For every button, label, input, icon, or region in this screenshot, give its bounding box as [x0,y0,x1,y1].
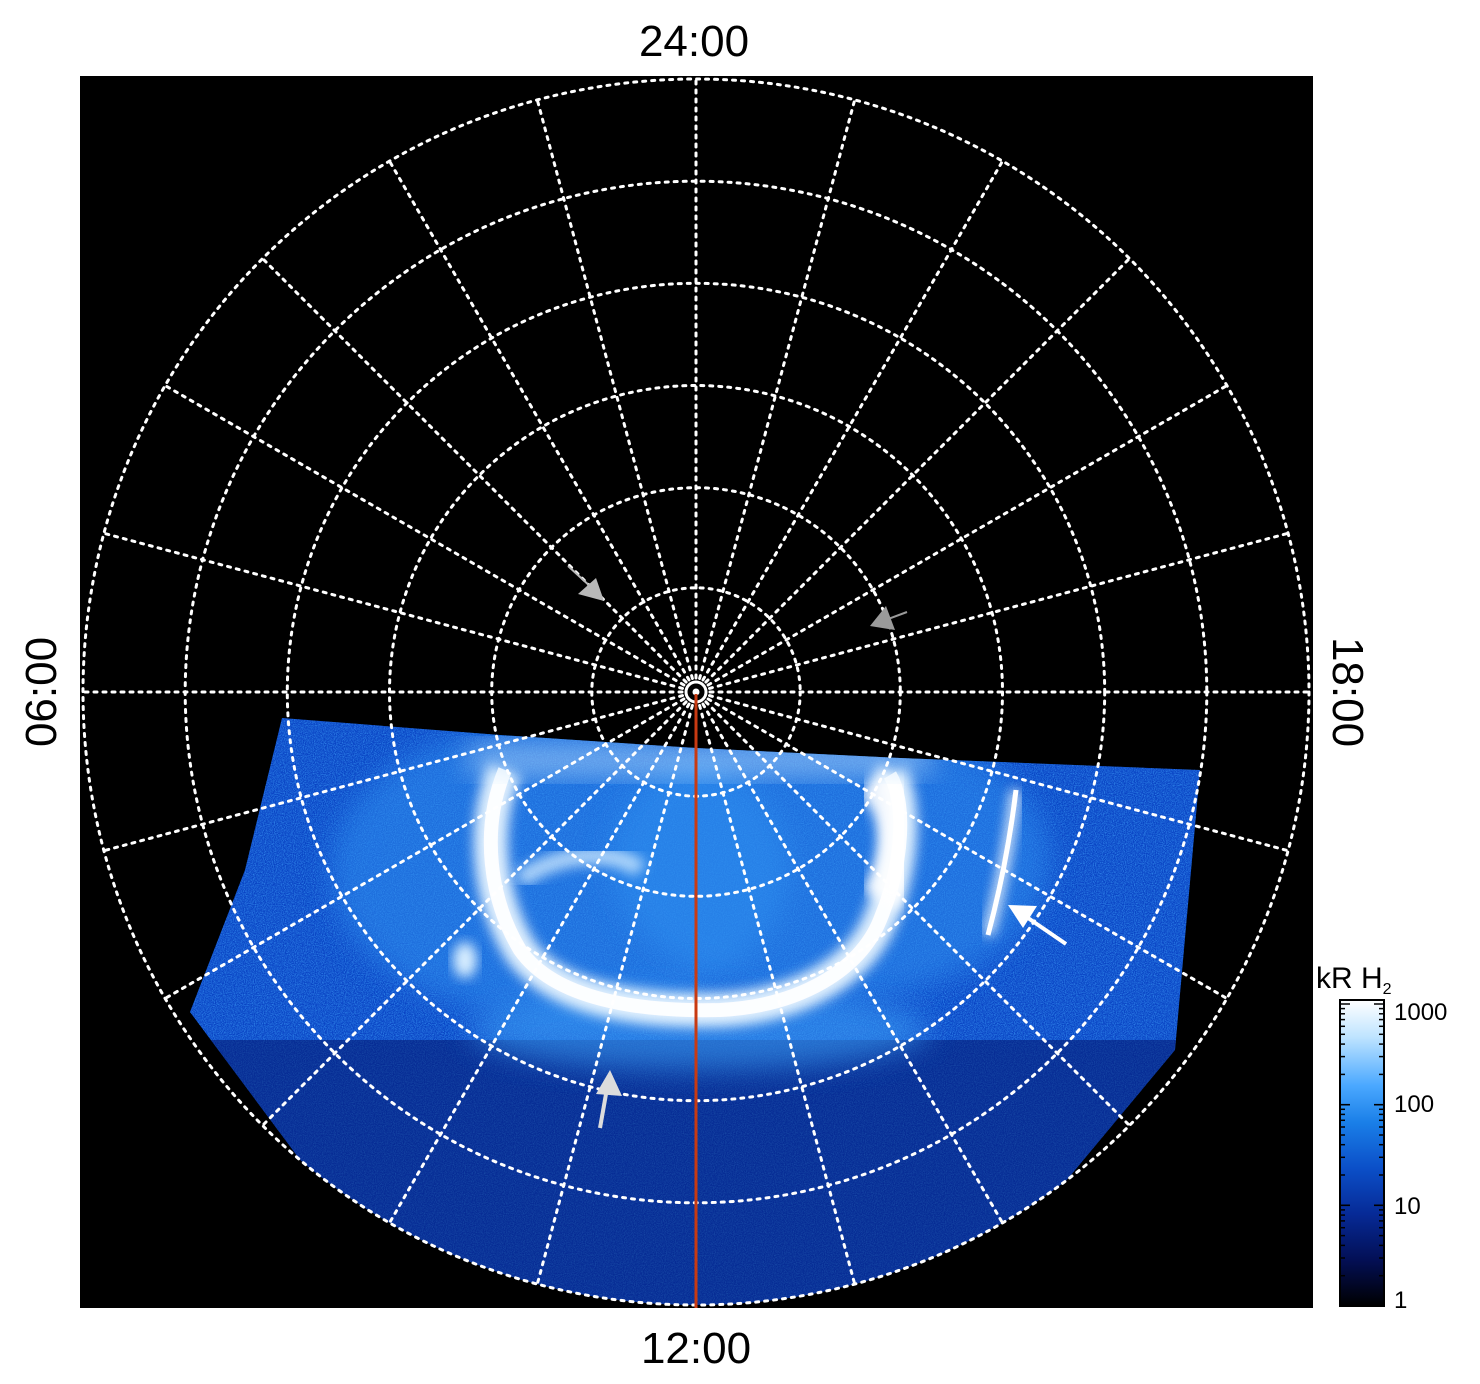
meridian-line-20 [701,159,1004,682]
meridian-line-7 [535,704,694,1286]
meridian-line-2 [706,697,1229,1000]
meridian-line-16 [388,159,691,682]
colorbar-gradient [1339,999,1385,1307]
meridian-line-1 [708,694,1290,853]
annotation-arrows [567,565,1068,1129]
local-time-label-right: 18:00 [1323,637,1372,747]
gray-arrow-upper-right [870,606,908,630]
meridian-line-9 [261,700,688,1127]
local-time-label-bottom: 12:00 [641,1324,751,1373]
meridian-line-22 [706,384,1229,687]
meridian-line-8 [388,702,691,1225]
meridian-line-15 [261,257,688,684]
gray-arrow-upper-left [567,565,604,601]
meridian-line-23 [708,531,1290,690]
colorbar-title: kR H2 [1316,962,1392,998]
meridian-line-19 [698,98,857,680]
colorbar-tick-label-10: 10 [1394,1193,1421,1220]
lightgray-arrow-lower-left [596,1070,622,1129]
meridian-line-21 [704,257,1131,684]
colorbar-tick-label-1000: 1000 [1394,999,1447,1026]
meridian-line-17 [535,98,694,680]
meridian-line-3 [704,700,1131,1127]
meridian-line-4 [701,702,1004,1225]
colorbar-tick-label-1: 1 [1394,1287,1407,1314]
local-time-label-top: 24:00 [639,17,749,66]
meridian-line-11 [102,694,684,853]
meridian-line-14 [163,384,686,687]
meridian-line-5 [698,704,857,1286]
colorbar-tick-label-100: 100 [1394,1091,1434,1118]
white-arrow-right [1008,905,1068,946]
colorbar: kR H2 1000 100 10 1 [1316,962,1447,1314]
local-time-label-left: 06:00 [17,637,66,747]
colorbar-ticks [1340,1003,1384,1307]
meridian-line-13 [102,531,684,690]
meridian-line-10 [163,697,686,1000]
